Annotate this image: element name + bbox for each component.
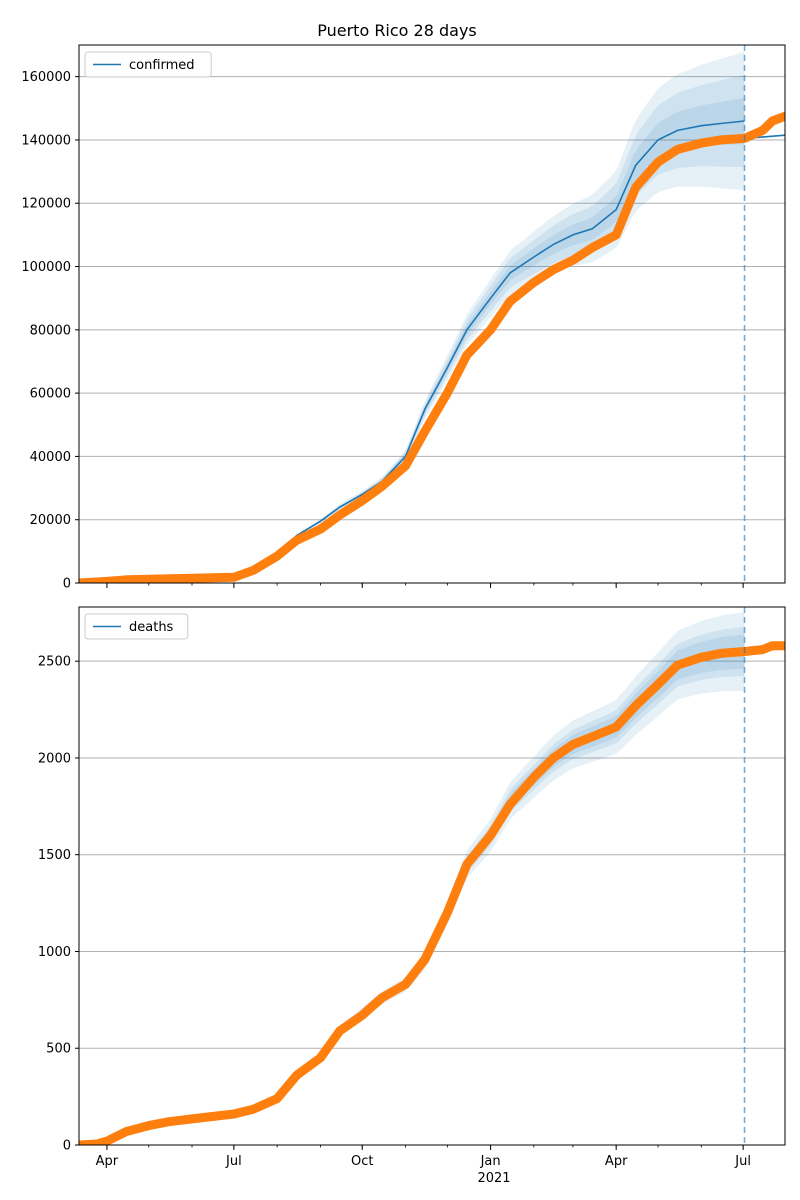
y-tick-label: 1500 xyxy=(38,848,71,863)
observed-series xyxy=(79,111,785,583)
panel-deaths: 0 500 1000 1500 2000 2500 Apr Jul Oct Jan Apr Jul de… xyxy=(38,606,786,1169)
y-tick-label: 2000 xyxy=(38,751,71,766)
legend: confirmed xyxy=(84,51,212,78)
y-tick-label: 20000 xyxy=(30,513,71,528)
x-tick-label: Jan xyxy=(480,1154,501,1169)
y-tick-label: 1000 xyxy=(38,945,71,960)
chart-title: Puerto Rico 28 days xyxy=(317,21,477,40)
y-tick-label: 0 xyxy=(63,577,71,592)
legend-box xyxy=(84,613,189,640)
x-tick-label: Apr xyxy=(96,1154,119,1169)
observed-series xyxy=(79,641,785,1145)
y-tick-label: 120000 xyxy=(21,197,71,212)
uncertainty-band-3 xyxy=(79,51,745,583)
y-tick-label: 100000 xyxy=(21,260,71,275)
axes-frame xyxy=(78,606,786,1146)
y-tick-label: 60000 xyxy=(30,387,71,402)
x-tick-label: Jul xyxy=(225,1154,242,1169)
y-tick-label: 160000 xyxy=(21,70,71,85)
x-year-label: 2021 xyxy=(477,1171,510,1186)
x-tick-label: Jul xyxy=(734,1154,751,1169)
y-tick-label: 0 xyxy=(63,1139,71,1154)
y-tick-label: 2500 xyxy=(38,655,71,670)
y-tick-label: 500 xyxy=(46,1042,71,1057)
panel-confirmed: 0 20000 40000 60000 80000 100000 120000 140000 1… xyxy=(21,44,786,592)
plot-area xyxy=(79,51,785,583)
y-tick-label: 140000 xyxy=(21,133,71,148)
legend-label: confirmed xyxy=(129,58,195,73)
legend-box xyxy=(84,51,212,78)
y-tick-label: 40000 xyxy=(30,450,71,465)
legend: deaths xyxy=(84,613,189,640)
plot-area xyxy=(79,612,785,1145)
x-tick-label: Apr xyxy=(605,1154,628,1169)
y-tick-label: 80000 xyxy=(30,323,71,338)
x-tick-label: Oct xyxy=(351,1154,373,1169)
uncertainty-band-2 xyxy=(79,74,745,583)
legend-label: deaths xyxy=(129,620,174,635)
uncertainty-band-2 xyxy=(79,626,745,1145)
axes-frame xyxy=(78,44,786,584)
